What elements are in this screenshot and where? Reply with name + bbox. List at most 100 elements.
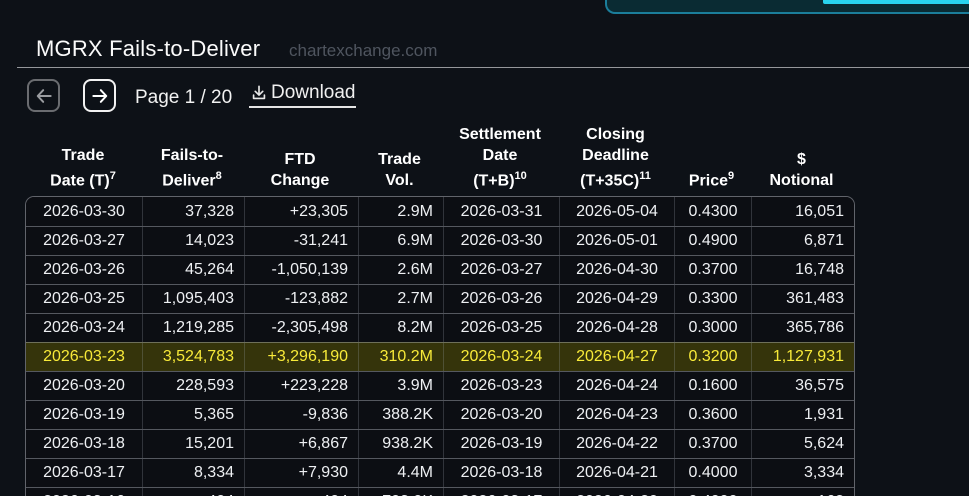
column-header-price: Price9 [688,169,735,189]
arrow-right-icon [91,88,107,103]
table-cell-fails-to-deliver: 14,023 [142,227,244,255]
table-cell-ftd-change: +404 [244,488,358,496]
table-cell-settlement-date: 2026-03-18 [443,459,559,487]
table-cell-trade-vol: 2.6M [358,256,443,284]
table-cell-fails-to-deliver: 45,264 [142,256,244,284]
table-cell-trade-vol: 388.2K [358,401,443,429]
page-indicator: Page 1 / 20 [135,87,233,108]
table-cell-settlement-date: 2026-03-27 [443,256,559,284]
table-row[interactable]: 2026-03-26 45,264 -1,050,139 2.6M 2026-0… [26,255,854,284]
table-cell-price: 0.1600 [674,372,751,400]
table-cell-trade-date: 2026-03-30 [43,202,125,220]
table-row[interactable]: 2026-03-17 8,334 +7,930 4.4M 2026-03-18 … [26,458,854,487]
table-cell-settlement-date: 2026-03-17 [443,488,559,496]
table-cell-trade-vol: 8.2M [358,314,443,342]
table-row[interactable]: 2026-03-18 15,201 +6,867 938.2K 2026-03-… [26,429,854,458]
table-cell-closing-deadline: 2026-04-29 [559,285,674,313]
table-cell-trade-date: 2026-03-20 [43,377,125,394]
table-cell-notional: 6,871 [751,227,854,255]
table-cell-fails-to-deliver: 15,201 [142,430,244,458]
table-cell-trade-vol: 6.9M [358,227,443,255]
table-cell-price: 0.4000 [674,488,751,496]
table-cell-notional: 16,748 [751,256,854,284]
column-header-fails-to-deliver: Fails-to- Deliver8 [160,146,224,189]
table-cell-fails-to-deliver: 5,365 [142,401,244,429]
table-cell-trade-vol: 938.2K [358,430,443,458]
table-cell-fails-to-deliver: 8,334 [142,459,244,487]
table-cell-trade-vol: 2.7M [358,285,443,313]
table-cell-trade-vol: 310.2M [358,343,443,371]
table-cell-notional: 1,931 [751,401,854,429]
page-title: MGRX Fails-to-Deliver [36,36,261,61]
table-cell-settlement-date: 2026-03-25 [443,314,559,342]
table-cell-trade-vol: 3.9M [358,372,443,400]
table-cell-notional: 36,575 [751,372,854,400]
table-row[interactable]: 2026-03-24 1,219,285 -2,305,498 8.2M 202… [26,313,854,342]
table-cell-notional: 361,483 [751,285,854,313]
table-cell-notional: 365,786 [751,314,854,342]
table-cell-fails-to-deliver: 1,095,403 [142,285,244,313]
table-cell-trade-date: 2026-03-27 [43,232,125,249]
column-header-trade-date: Trade Date (T)7 [50,146,116,189]
table-row[interactable]: 2026-03-16 404 +404 703.0K 2026-03-17 20… [26,487,854,496]
table-cell-price: 0.3300 [674,285,751,313]
table-cell-trade-date: 2026-03-19 [43,406,125,423]
table-cell-settlement-date: 2026-03-20 [443,401,559,429]
table-cell-trade-vol: 703.0K [358,488,443,496]
table-row[interactable]: 2026-03-20 228,593 +223,228 3.9M 2026-03… [26,371,854,400]
table-cell-trade-date: 2026-03-16 [26,488,142,496]
table-cell-settlement-date: 2026-03-24 [443,343,559,371]
table-cell-notional: 16,051 [751,197,854,226]
table-body: 2026-03-30 37,328 +23,305 2.9M 2026-03-3… [25,196,855,496]
table-cell-ftd-change: -31,241 [244,227,358,255]
table-cell-trade-date: 2026-03-24 [43,319,125,336]
table-cell-notional: 162 [751,488,854,496]
table-cell-trade-date: 2026-03-18 [43,435,125,452]
table-cell-ftd-change: -1,050,139 [244,256,358,284]
table-header: Trade Date (T)7 Fails-to- Deliver8 FTD C… [25,122,853,196]
table-row[interactable]: 2026-03-25 1,095,403 -123,882 2.7M 2026-… [26,284,854,313]
title-divider [17,67,969,68]
table-cell-price: 0.3700 [674,430,751,458]
table-cell-fails-to-deliver: 37,328 [142,197,244,226]
table-cell-settlement-date: 2026-03-19 [443,430,559,458]
table-cell-closing-deadline: 2026-04-30 [559,256,674,284]
table-cell-price: 0.3200 [674,343,751,371]
table-cell-settlement-date: 2026-03-26 [443,285,559,313]
table-row[interactable]: 2026-03-19 5,365 -9,836 388.2K 2026-03-2… [26,400,854,429]
table-row[interactable]: 2026-03-27 14,023 -31,241 6.9M 2026-03-3… [26,226,854,255]
download-link[interactable]: Download [249,82,356,108]
table-row[interactable]: 2026-03-30 37,328 +23,305 2.9M 2026-03-3… [26,197,854,226]
table-cell-notional: 5,624 [751,430,854,458]
top-panel-fragment [605,0,969,14]
cyan-button-fragment[interactable] [823,0,969,4]
table-row[interactable]: 2026-03-23 3,524,783 +3,296,190 310.2M 2… [26,342,854,371]
table-cell-closing-deadline: 2026-04-20 [559,488,674,496]
table-cell-fails-to-deliver: 3,524,783 [142,343,244,371]
table-cell-closing-deadline: 2026-04-22 [559,430,674,458]
next-page-button[interactable] [83,79,116,112]
table-cell-settlement-date: 2026-03-31 [443,197,559,226]
table-cell-ftd-change: +6,867 [244,430,358,458]
table-cell-notional: 1,127,931 [751,343,854,371]
download-icon [252,85,266,100]
download-label: Download [271,82,356,103]
table-cell-fails-to-deliver: 1,219,285 [142,314,244,342]
table-cell-trade-date: 2026-03-17 [43,464,125,481]
column-header-notional: $ Notional [769,151,834,189]
prev-page-button[interactable] [27,79,60,112]
watermark-text: chartexchange.com [289,41,438,60]
table-cell-ftd-change: -2,305,498 [244,314,358,342]
table-cell-ftd-change: -9,836 [244,401,358,429]
table-cell-notional: 3,334 [751,459,854,487]
table-cell-trade-date: 2026-03-25 [43,290,125,307]
column-header-closing-deadline: Closing Deadline (T+35C)11 [580,125,651,189]
table-cell-price: 0.4000 [674,459,751,487]
table-cell-closing-deadline: 2026-04-27 [559,343,674,371]
column-header-settlement-date: Settlement Date (T+B)10 [459,125,541,189]
arrow-left-icon [36,88,52,103]
table-cell-closing-deadline: 2026-04-28 [559,314,674,342]
table-cell-trade-vol: 2.9M [358,197,443,226]
table-cell-fails-to-deliver: 228,593 [142,372,244,400]
